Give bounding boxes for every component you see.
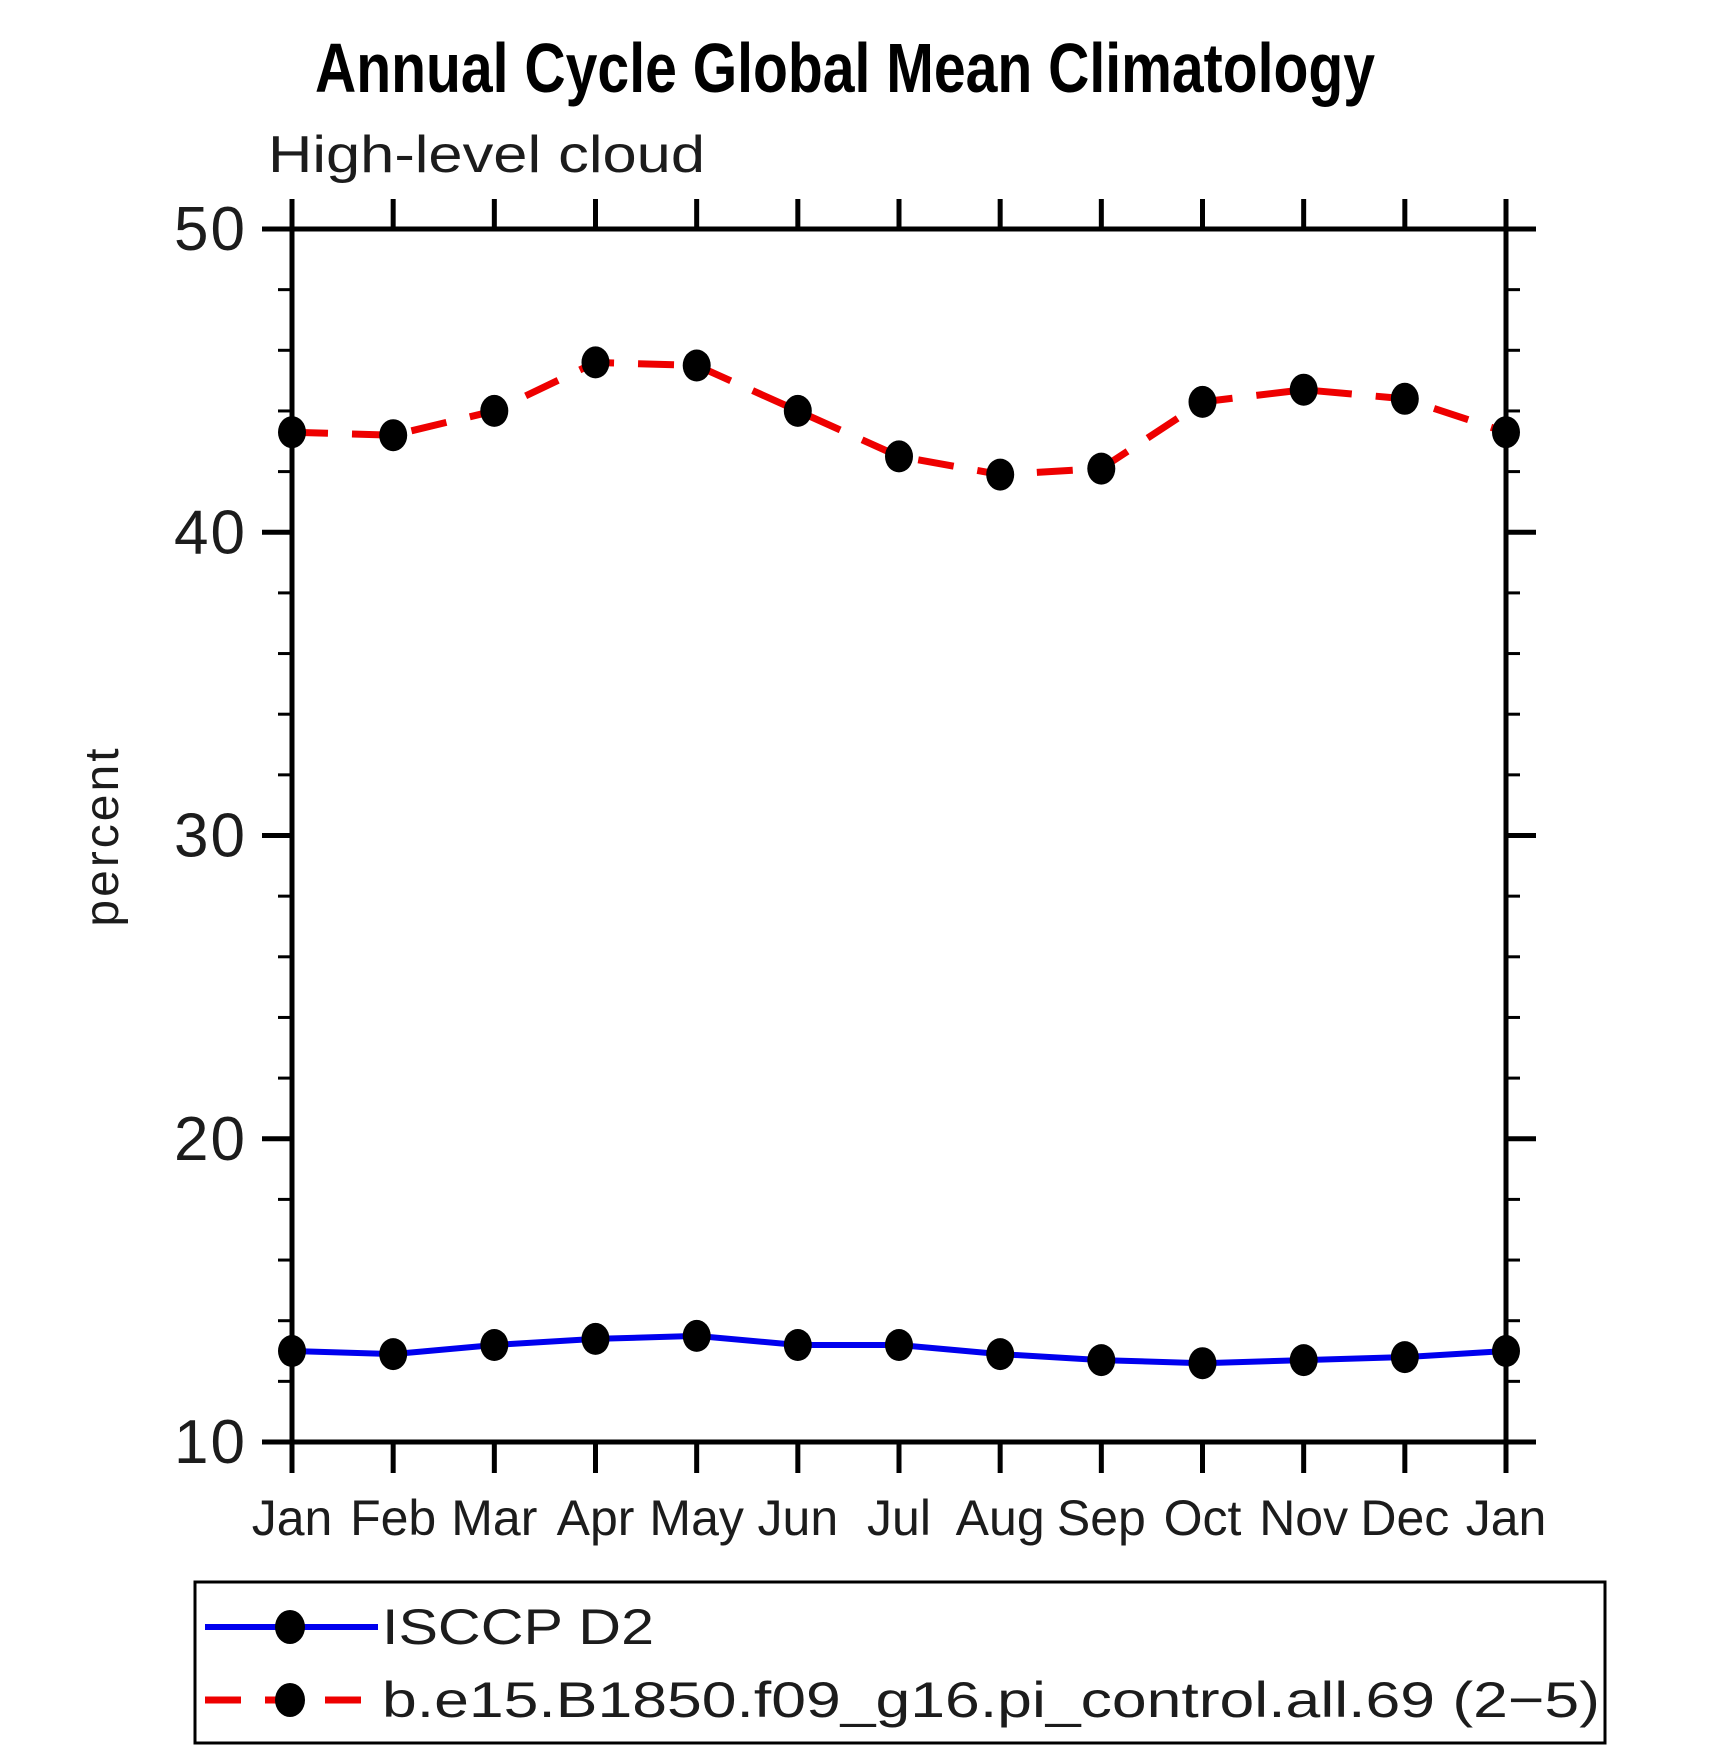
data-point-s1-12 — [1492, 416, 1520, 449]
data-point-s1-6 — [885, 440, 913, 473]
legend-marker-isccp — [275, 1610, 305, 1644]
data-point-s0-1 — [379, 1338, 408, 1371]
data-point-s0-9 — [1188, 1347, 1217, 1380]
legend-label-isccp: ISCCP D2 — [382, 1599, 654, 1655]
data-point-s1-4 — [682, 349, 711, 382]
y-tick-label-20: 20 — [174, 1105, 247, 1174]
y-axis-label: percent — [76, 745, 129, 926]
data-point-s0-5 — [783, 1329, 812, 1361]
chart-subtitle: High-level cloud — [268, 126, 705, 184]
x-tick-label-9: Oct — [1164, 1490, 1242, 1546]
data-point-s0-12 — [1492, 1335, 1520, 1367]
data-point-s0-6 — [885, 1329, 913, 1361]
x-tick-label-5: Jun — [758, 1490, 839, 1546]
data-point-s0-0 — [278, 1335, 306, 1367]
series-lines — [291, 358, 1508, 1367]
legend-marker-model — [275, 1683, 305, 1717]
legend-item-model: b.e15.B1850.f09_g16.pi_control.all.69 (2… — [205, 1672, 1600, 1728]
plot-frame — [289, 226, 1509, 1445]
x-tick-label-10: Nov — [1259, 1490, 1348, 1546]
y-tick-label-30: 30 — [174, 802, 247, 871]
data-point-s1-2 — [480, 394, 509, 427]
x-tick-label-1: Feb — [350, 1490, 436, 1546]
data-point-s1-3 — [581, 346, 610, 379]
data-point-s0-8 — [1087, 1344, 1116, 1377]
y-ticks — [262, 226, 1536, 1445]
series-markers — [278, 346, 1520, 1380]
y-tick-label-50: 50 — [174, 195, 247, 264]
x-tick-label-7: Aug — [956, 1490, 1045, 1546]
x-tick-label-2: Mar — [451, 1490, 537, 1546]
data-point-s1-1 — [379, 419, 408, 452]
x-tick-label-6: Jul — [867, 1490, 931, 1546]
x-ticks — [289, 199, 1509, 1473]
y-tick-labels: 10 20 30 40 50 — [174, 195, 247, 1477]
x-tick-labels: Jan Feb Mar Apr May Jun Jul Aug Sep Oct Nov Dec Jan — [252, 1490, 1547, 1546]
x-tick-label-8: Sep — [1057, 1490, 1146, 1546]
data-point-s0-2 — [480, 1329, 509, 1361]
data-point-s1-11 — [1390, 382, 1419, 415]
legend-item-isccp: ISCCP D2 — [205, 1599, 654, 1655]
data-point-s1-8 — [1087, 452, 1116, 485]
x-tick-label-0: Jan — [252, 1490, 333, 1546]
chart-title: Annual Cycle Global Mean Climatology — [315, 29, 1375, 107]
data-point-s1-10 — [1289, 373, 1318, 406]
legend-box — [193, 1580, 1607, 1745]
y-tick-label-10: 10 — [174, 1408, 247, 1477]
data-point-s1-9 — [1188, 385, 1217, 418]
legend-label-model: b.e15.B1850.f09_g16.pi_control.all.69 (2… — [382, 1672, 1600, 1728]
data-point-s1-0 — [278, 416, 306, 449]
legend: ISCCP D2 b.e15.B1850.f09_g16.pi_control.… — [193, 1580, 1607, 1745]
y-tick-label-40: 40 — [174, 498, 247, 567]
x-tick-label-11: Dec — [1360, 1490, 1449, 1546]
data-point-s1-7 — [986, 458, 1015, 491]
data-point-s0-7 — [986, 1338, 1015, 1371]
x-tick-label-3: Apr — [557, 1490, 635, 1546]
x-tick-label-4: May — [649, 1490, 743, 1546]
data-point-s0-4 — [682, 1319, 711, 1352]
data-point-s0-3 — [581, 1322, 610, 1355]
data-point-s1-5 — [783, 394, 812, 427]
data-point-s0-10 — [1289, 1344, 1318, 1377]
x-tick-label-12: Jan — [1466, 1490, 1547, 1546]
data-point-s0-11 — [1390, 1341, 1419, 1374]
